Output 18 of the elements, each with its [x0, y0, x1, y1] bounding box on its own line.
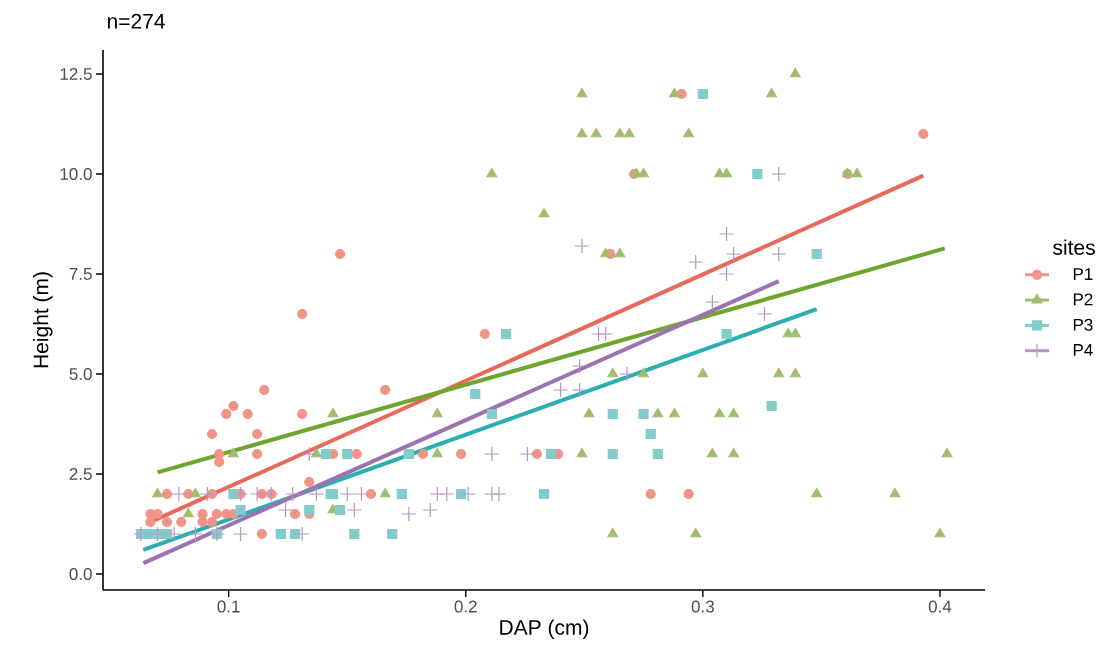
- legend-title: sites: [1053, 239, 1095, 255]
- chart-title: n=274: [107, 13, 165, 29]
- y-tick-label: 12.5: [60, 67, 92, 81]
- legend-label: P3: [1073, 318, 1093, 331]
- x-tick-label: 0.3: [691, 600, 714, 613]
- legend-label: P2: [1073, 293, 1093, 306]
- legend-label: P4: [1073, 344, 1093, 356]
- x-axis-title: DAP (cm): [500, 619, 589, 639]
- y-tick-label: 7.5: [69, 268, 92, 280]
- y-tick-label: 5.0: [69, 367, 92, 381]
- x-tick-label: 0.2: [454, 600, 477, 613]
- legend-label: P1: [1073, 268, 1093, 280]
- y-tick-label: 0.0: [69, 567, 92, 581]
- x-tick-label: 0.4: [928, 600, 952, 613]
- y-tick-label: 10.0: [60, 167, 92, 181]
- y-tick-label: 2.5: [69, 467, 92, 481]
- y-axis-title: Height (m): [32, 272, 53, 368]
- x-tick-label: 0.1: [217, 600, 240, 613]
